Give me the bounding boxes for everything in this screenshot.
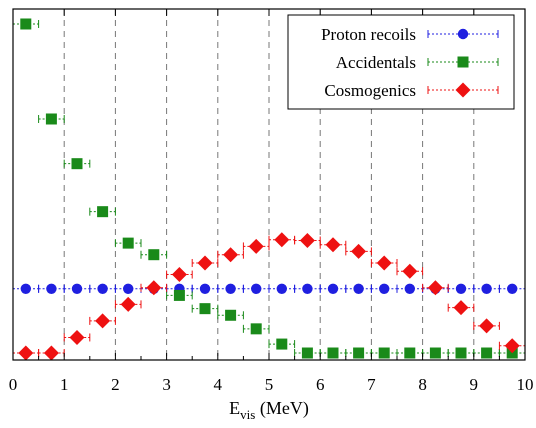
x-tick-label: 5 (265, 375, 274, 394)
data-point (379, 284, 389, 294)
x-tick-label: 6 (316, 375, 325, 394)
data-point (353, 284, 363, 294)
x-tick-label: 8 (418, 375, 427, 394)
data-point (481, 348, 492, 359)
x-tick-label: 1 (60, 375, 69, 394)
legend-label: Accidentals (336, 53, 416, 72)
data-point (200, 284, 210, 294)
data-point (198, 255, 213, 270)
data-point (456, 284, 466, 294)
data-point (95, 313, 110, 328)
data-point (251, 323, 262, 334)
x-tick-label: 3 (162, 375, 171, 394)
data-point (302, 284, 312, 294)
data-point (200, 303, 211, 314)
data-point (404, 348, 415, 359)
data-point (249, 239, 264, 254)
data-point (46, 284, 56, 294)
data-point (148, 249, 159, 260)
data-point (430, 348, 441, 359)
data-point (405, 284, 415, 294)
data-point (20, 18, 31, 29)
x-tick-label: 0 (9, 375, 18, 394)
data-point (428, 280, 443, 295)
data-point (300, 233, 315, 248)
data-point (97, 284, 107, 294)
data-point (326, 237, 341, 252)
data-point (379, 348, 390, 359)
data-point (274, 232, 289, 247)
data-point (456, 348, 467, 359)
data-point (146, 280, 161, 295)
x-tick-label: 2 (111, 375, 120, 394)
data-point (251, 284, 261, 294)
data-point (276, 339, 287, 350)
data-point (302, 348, 313, 359)
legend-label: Proton recoils (321, 25, 416, 44)
data-point (225, 310, 236, 321)
data-point (277, 284, 287, 294)
data-point (72, 284, 82, 294)
data-point (328, 348, 339, 359)
data-point (225, 284, 235, 294)
legend: Proton recoils Accidentals Cosmogenics (288, 15, 514, 109)
data-point (18, 346, 33, 361)
data-point (507, 284, 517, 294)
x-tick-label: 4 (214, 375, 223, 394)
data-point (353, 348, 364, 359)
data-point (481, 284, 491, 294)
data-point (479, 318, 494, 333)
data-point (70, 330, 85, 345)
x-tick-label: 10 (517, 375, 534, 394)
x-axis-label: Evis (MeV) (229, 398, 309, 422)
data-point (377, 255, 392, 270)
data-point (21, 284, 31, 294)
x-tick-label: 7 (367, 375, 376, 394)
data-point (44, 346, 59, 361)
data-point (454, 300, 469, 315)
data-point (97, 206, 108, 217)
legend-label: Cosmogenics (324, 81, 416, 100)
data-point (174, 290, 185, 301)
data-point (121, 297, 136, 312)
data-point (46, 113, 57, 124)
data-point (223, 247, 238, 262)
legend-marker (458, 57, 469, 68)
data-point (402, 264, 417, 279)
data-point (72, 158, 83, 169)
data-point (123, 284, 133, 294)
data-point (123, 238, 134, 249)
x-tick-label: 9 (470, 375, 479, 394)
legend-marker (458, 29, 468, 39)
data-point (172, 267, 187, 282)
data-point (328, 284, 338, 294)
data-point (351, 244, 366, 259)
